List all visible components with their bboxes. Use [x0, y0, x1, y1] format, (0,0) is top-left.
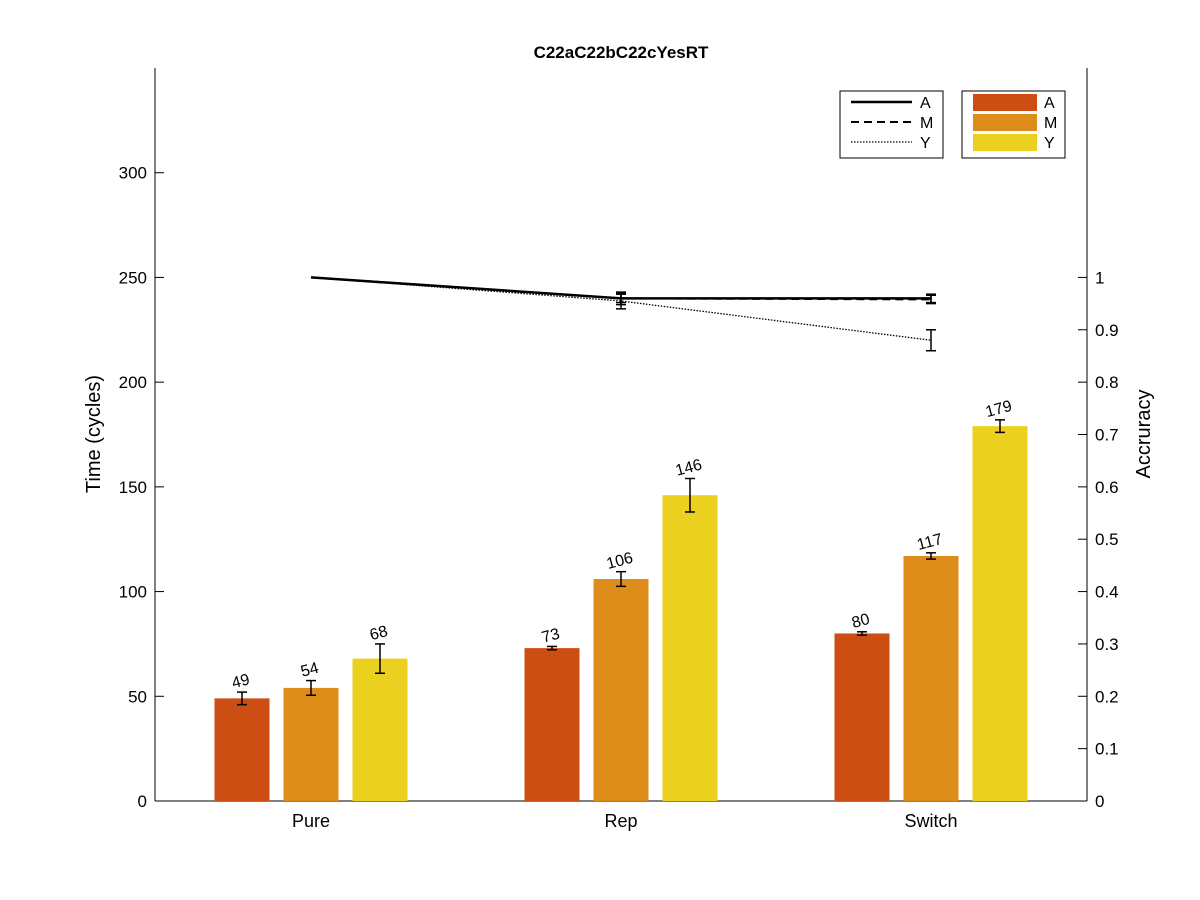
data-label: 49	[230, 671, 252, 692]
legend-bar-label: A	[1044, 95, 1055, 112]
y2-tick-label: 1	[1095, 268, 1104, 287]
x-tick-label: Switch	[904, 811, 957, 831]
y-tick-label: 100	[119, 583, 147, 602]
y2-tick-label: 0	[1095, 792, 1104, 811]
y-tick-label: 300	[119, 164, 147, 183]
legend-lines: AMY	[839, 90, 944, 159]
y2-tick-label: 0.9	[1095, 321, 1119, 340]
legend-bar-label: M	[1044, 115, 1057, 132]
bar-A-Pure	[214, 698, 270, 801]
y2-tick-label: 0.1	[1095, 740, 1119, 759]
data-label: 73	[540, 626, 562, 647]
data-label: 117	[915, 531, 944, 554]
accuracy-line-Y	[310, 276, 932, 341]
y-axis-label: Time (cycles)	[83, 375, 105, 493]
bar-Y-Rep	[662, 495, 718, 801]
data-label: 80	[850, 611, 872, 632]
chart-title: C22aC22bC22cYesRT	[534, 43, 709, 62]
x-tick-label: Rep	[604, 811, 637, 831]
bar-Y-Switch	[972, 426, 1028, 801]
legend-line-label: A	[920, 95, 931, 112]
legend-bar-swatch-Y	[973, 134, 1037, 151]
y2-tick-label: 0.4	[1095, 583, 1119, 602]
plot-area: 0 50 100 150 200 250 300 0 0.1 0.2 0.3 0.4 0.5 0.6 0.7…	[119, 68, 1119, 831]
y-tick-label: 50	[128, 687, 147, 706]
bar-Y-Pure	[352, 658, 408, 801]
y2-tick-label: 0.5	[1095, 530, 1119, 549]
legend-bar-swatch-A	[973, 94, 1037, 111]
bar-M-Pure	[283, 687, 339, 801]
legend-line-label: M	[920, 115, 933, 132]
bar-A-Switch	[834, 633, 890, 801]
y2-tick-label: 0.3	[1095, 635, 1119, 654]
x-tick-label: Pure	[292, 811, 330, 831]
bar-A-Rep	[524, 648, 580, 801]
legend-bars: AMY	[961, 90, 1066, 159]
y-tick-label: 150	[119, 478, 147, 497]
y2-tick-label: 0.7	[1095, 426, 1119, 445]
y-tick-label: 0	[138, 792, 147, 811]
bar-M-Switch	[903, 555, 959, 801]
data-label: 68	[368, 623, 390, 644]
legend-bar-label: Y	[1044, 135, 1055, 152]
y2-tick-label: 0.2	[1095, 687, 1119, 706]
bar-M-Rep	[593, 579, 649, 801]
y2-tick-label: 0.6	[1095, 478, 1119, 497]
y2-axis-label: Accruracy	[1133, 390, 1155, 479]
data-label: 54	[299, 660, 321, 681]
legend-bar-swatch-M	[973, 114, 1037, 131]
y-tick-label: 250	[119, 268, 147, 287]
legend-line-label: Y	[920, 135, 931, 152]
data-label: 179	[984, 398, 1014, 421]
y2-tick-label: 0.8	[1095, 373, 1119, 392]
data-label: 106	[605, 550, 635, 573]
data-label: 146	[674, 456, 704, 479]
y-tick-label: 200	[119, 373, 147, 392]
